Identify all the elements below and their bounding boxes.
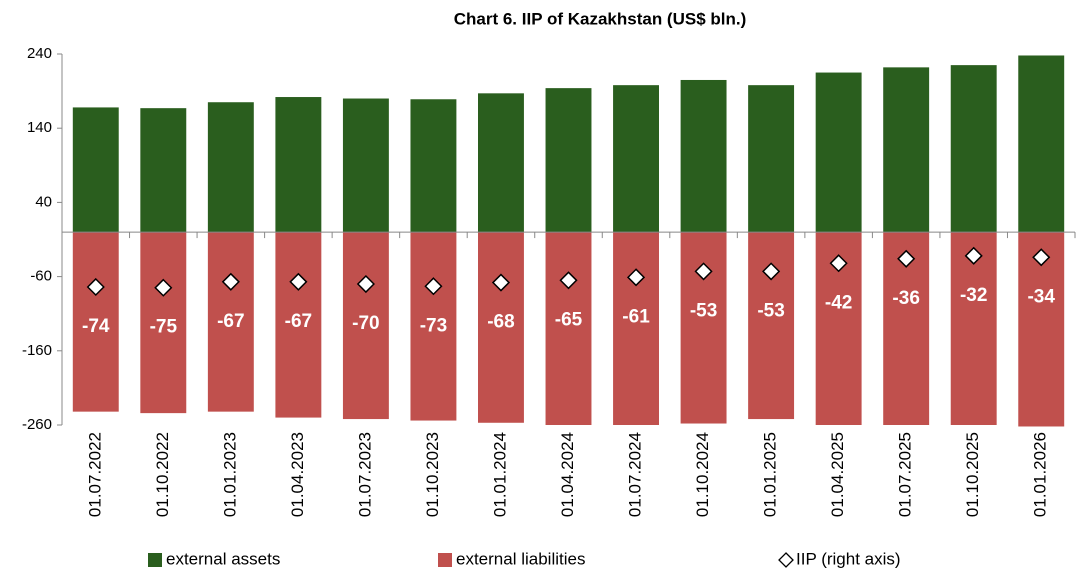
x-tick-label: 01.04.2024: [558, 432, 577, 517]
y-tick-label: 240: [27, 45, 52, 62]
bar: [680, 232, 727, 424]
marker: [289, 272, 308, 291]
bar: [478, 93, 524, 233]
data-label: -70: [352, 313, 379, 334]
bar: [207, 102, 254, 233]
data-label: -36: [892, 288, 919, 309]
marker: [829, 254, 848, 273]
marker: [1032, 248, 1051, 267]
data-label: -74: [82, 316, 110, 337]
bar: [1018, 55, 1065, 233]
x-tick-label: 01.07.2024: [626, 432, 645, 517]
bar: [748, 85, 795, 233]
bar: [140, 232, 187, 414]
marker: [559, 271, 578, 290]
marker: [356, 274, 375, 294]
x-tick-label: 01.04.2025: [828, 432, 847, 517]
marker: [424, 277, 443, 296]
y-tick-label: -260: [22, 416, 52, 433]
x-tick-label: 01.10.2023: [423, 432, 442, 517]
legend-marker: [438, 553, 452, 567]
legend-marker: [778, 552, 794, 568]
x-tick-label: 01.01.2025: [761, 432, 780, 517]
bar: [545, 88, 592, 233]
bar: [950, 65, 997, 233]
data-label: -61: [622, 306, 650, 327]
bar: [815, 72, 862, 233]
x-tick-label: 01.07.2022: [85, 432, 104, 517]
x-tick-label: 01.07.2023: [355, 432, 374, 517]
data-label: -75: [150, 317, 178, 338]
x-tick-label: 01.04.2023: [288, 432, 307, 517]
bar: [613, 232, 659, 425]
marker: [86, 277, 105, 297]
legend-label: external liabilities: [456, 549, 585, 568]
bar: [342, 232, 389, 420]
marker: [762, 262, 781, 281]
x-tick-label: 01.01.2024: [490, 432, 509, 517]
y-tick-label: 40: [35, 193, 52, 210]
x-tick-label: 01.10.2022: [153, 432, 172, 517]
bar: [545, 232, 592, 425]
x-tick-label: 01.01.2026: [1031, 432, 1050, 517]
x-tick-label: 01.01.2023: [220, 432, 239, 517]
x-tick-label: 01.10.2025: [963, 432, 982, 517]
x-tick-label: 01.07.2025: [896, 432, 915, 517]
bar: [613, 85, 659, 233]
data-label: -67: [285, 311, 312, 332]
bar: [748, 232, 795, 420]
data-label: -73: [420, 315, 447, 336]
data-label: -67: [217, 311, 244, 332]
legend-label: external assets: [166, 549, 280, 568]
data-label: -32: [960, 285, 987, 306]
data-label: -53: [757, 300, 784, 321]
marker: [694, 262, 713, 281]
data-label: -53: [690, 300, 717, 321]
legend-label: IIP (right axis): [796, 549, 901, 568]
bar: [342, 98, 389, 233]
bar: [140, 108, 187, 233]
bar: [275, 232, 322, 418]
bar: [207, 232, 254, 412]
y-tick-label: 140: [27, 119, 52, 136]
data-label: -42: [825, 292, 852, 313]
bar: [275, 97, 322, 233]
marker: [897, 249, 916, 268]
marker: [491, 273, 511, 292]
marker: [964, 246, 983, 265]
y-tick-label: -60: [30, 268, 52, 285]
bar: [410, 99, 457, 233]
bar: [883, 67, 930, 233]
bar: [410, 232, 457, 421]
legend-marker: [148, 553, 162, 567]
marker: [221, 272, 240, 291]
x-tick-label: 01.10.2024: [693, 432, 712, 517]
marker: [626, 268, 646, 287]
data-label: -65: [555, 309, 583, 330]
bar: [478, 232, 524, 423]
data-label: -34: [1027, 286, 1055, 307]
bar: [72, 107, 119, 233]
marker: [154, 278, 173, 297]
data-label: -68: [487, 312, 514, 333]
chart-title: Chart 6. IIP of Kazakhstan (US$ bln.): [454, 9, 747, 28]
bar: [680, 79, 727, 233]
bar: [72, 232, 119, 412]
y-tick-label: -160: [22, 342, 52, 359]
